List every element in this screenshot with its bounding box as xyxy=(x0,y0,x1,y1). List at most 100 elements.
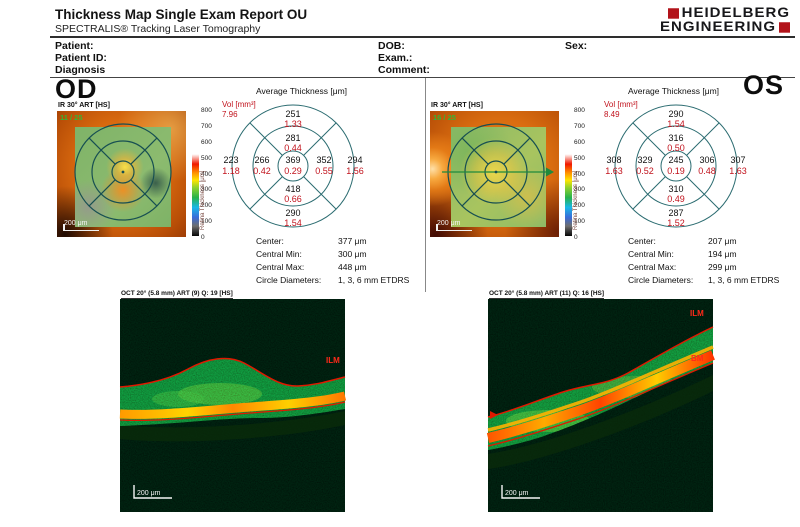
tick: 0 xyxy=(574,234,578,241)
os-stat-label: Center: xyxy=(628,236,656,246)
tick: 300 xyxy=(201,186,212,194)
od-inner-right-volume: 0.55 xyxy=(315,166,333,176)
od-stat-value: 448 μm xyxy=(338,262,367,272)
od-avg-title: Average Thickness [μm] xyxy=(256,86,348,96)
od-fundus-image: 11 / 25 200 μm xyxy=(57,111,186,237)
os-inner-bottom-volume: 0.49 xyxy=(667,194,685,204)
header-divider xyxy=(50,36,795,38)
logo-line2: ENGINEERING xyxy=(659,18,776,35)
od-outer-bottom-thickness: 290 xyxy=(285,208,300,218)
od-outer-left-volume: 1.18 xyxy=(222,166,240,176)
od-outer-top-volume: 1.33 xyxy=(284,119,302,129)
tick: 200 xyxy=(574,202,585,210)
os-oct-bscan: ILM BM 200 μm xyxy=(486,299,715,512)
os-vol-value: 8.49 xyxy=(604,110,620,119)
os-stat-value: 299 μm xyxy=(708,262,737,272)
od-art-counter: 11 / 25 xyxy=(60,113,83,122)
od-vol-label: Vol [mm³] xyxy=(222,100,256,109)
tick: 600 xyxy=(574,138,585,146)
os-colorbar-ticks: 800 700 600 500 400 300 200 100 0 xyxy=(574,107,585,241)
os-center-volume: 0.19 xyxy=(667,166,685,176)
os-vol-label: Vol [mm³] xyxy=(604,100,638,109)
tick: 0 xyxy=(201,234,205,241)
tick: 400 xyxy=(574,170,585,178)
od-etdrs-grid-overlay xyxy=(74,123,172,221)
od-oct-bscan: ILM 200 μm xyxy=(119,299,347,512)
os-outer-bottom-volume: 1.52 xyxy=(667,218,685,228)
os-oct-marker-arrow-icon xyxy=(490,411,498,419)
od-fundus-scale-bar xyxy=(63,229,99,231)
od-stat-value: 1, 3, 6 mm ETDRS xyxy=(338,275,410,285)
tick: 800 xyxy=(574,107,585,114)
os-oct-label: OCT 20° (5.8 mm) ART (11) Q: 16 [HS] xyxy=(489,290,605,299)
os-outer-top-thickness: 290 xyxy=(668,109,683,119)
os-stat-label: Central Min: xyxy=(628,249,674,259)
od-oct-scale-bar xyxy=(133,485,172,499)
od-colorbar-axis-label: Retina Thickness [μm] xyxy=(200,170,206,230)
od-outer-right-volume: 1.56 xyxy=(346,166,364,176)
logo-line1: HEIDELBERG xyxy=(681,4,790,21)
os-oct-scale-bar xyxy=(501,485,540,499)
os-oct-scale-label: 200 μm xyxy=(505,490,529,497)
os-fundus-label: IR 30° ART [HS] xyxy=(431,102,483,109)
os-inner-left-volume: 0.52 xyxy=(636,166,654,176)
od-thickness-map-overlay xyxy=(75,127,171,227)
od-inner-left-volume: 0.42 xyxy=(253,166,271,176)
os-avg-title: Average Thickness [μm] xyxy=(628,86,720,96)
patient-divider xyxy=(50,77,795,78)
tick: 600 xyxy=(201,138,212,146)
os-colorbar-axis-label: Retina Thickness [μm] xyxy=(573,170,579,230)
tick: 500 xyxy=(574,154,585,162)
os-inner-top-thickness: 316 xyxy=(668,133,683,143)
od-stat-label: Central Max: xyxy=(256,262,305,272)
od-ilm-annotation: ILM xyxy=(326,356,340,365)
os-inner-right-thickness: 306 xyxy=(699,155,714,165)
os-inner-top-volume: 0.50 xyxy=(667,143,685,153)
os-stat-value: 194 μm xyxy=(708,249,737,259)
od-outer-left-thickness: 223 xyxy=(223,155,238,165)
page-subtitle: SPECTRALIS® Tracking Laser Tomography xyxy=(55,23,261,35)
os-outer-right-volume: 1.63 xyxy=(729,166,747,176)
od-fundus-label: IR 30° ART [HS] xyxy=(58,102,110,109)
os-fundus-scale-tick xyxy=(436,224,438,231)
od-inner-right-thickness: 352 xyxy=(316,155,331,165)
os-stat-label: Central Max: xyxy=(628,262,677,272)
os-eye-label: OS xyxy=(743,70,785,100)
os-outer-left-volume: 1.63 xyxy=(605,166,623,176)
os-fundus-image: 16 / 25 200 μm xyxy=(430,111,559,237)
od-stat-value: 300 μm xyxy=(338,249,367,259)
od-stat-value: 377 μm xyxy=(338,236,367,246)
os-ilm-annotation: ILM xyxy=(690,309,704,318)
od-inner-bottom-thickness: 418 xyxy=(285,184,300,194)
od-vol-value: 7.96 xyxy=(222,110,238,119)
tick: 700 xyxy=(201,122,212,130)
od-colorbar-ticks: 800 700 600 500 400 300 200 100 0 xyxy=(201,107,212,241)
os-etdrs-grid-overlay xyxy=(442,123,554,221)
od-stat-label: Center: xyxy=(256,236,284,246)
os-stat-label: Circle Diameters: xyxy=(628,275,694,285)
heidelberg-logo: HEIDELBERG ENGINEERING xyxy=(659,4,790,35)
od-oct-scale-label: 200 μm xyxy=(137,490,161,497)
od-center-volume: 0.29 xyxy=(284,166,302,176)
os-scan-arrow-icon xyxy=(546,167,554,177)
os-fundus-scale-label: 200 μm xyxy=(437,220,461,227)
field-exam: Exam.: xyxy=(378,52,413,64)
os-thickness-colorbar xyxy=(565,112,572,236)
os-inner-right-volume: 0.48 xyxy=(698,166,716,176)
os-outer-top-volume: 1.54 xyxy=(667,119,685,129)
od-stat-label: Circle Diameters: xyxy=(256,275,322,285)
od-fundus-scale-tick xyxy=(63,224,65,231)
os-outer-left-thickness: 308 xyxy=(606,155,621,165)
tick: 300 xyxy=(574,186,585,194)
logo-square-icon xyxy=(779,21,790,33)
od-fundus-scale-label: 200 μm xyxy=(64,220,88,227)
od-center-thickness: 369 xyxy=(285,155,300,165)
tick: 100 xyxy=(201,218,212,226)
os-stat-value: 1, 3, 6 mm ETDRS xyxy=(708,275,780,285)
od-outer-bottom-volume: 1.54 xyxy=(284,218,302,228)
tick: 200 xyxy=(201,202,212,210)
field-dob: DOB: xyxy=(378,40,405,52)
field-sex: Sex: xyxy=(565,40,588,52)
field-patient: Patient: xyxy=(55,40,94,52)
